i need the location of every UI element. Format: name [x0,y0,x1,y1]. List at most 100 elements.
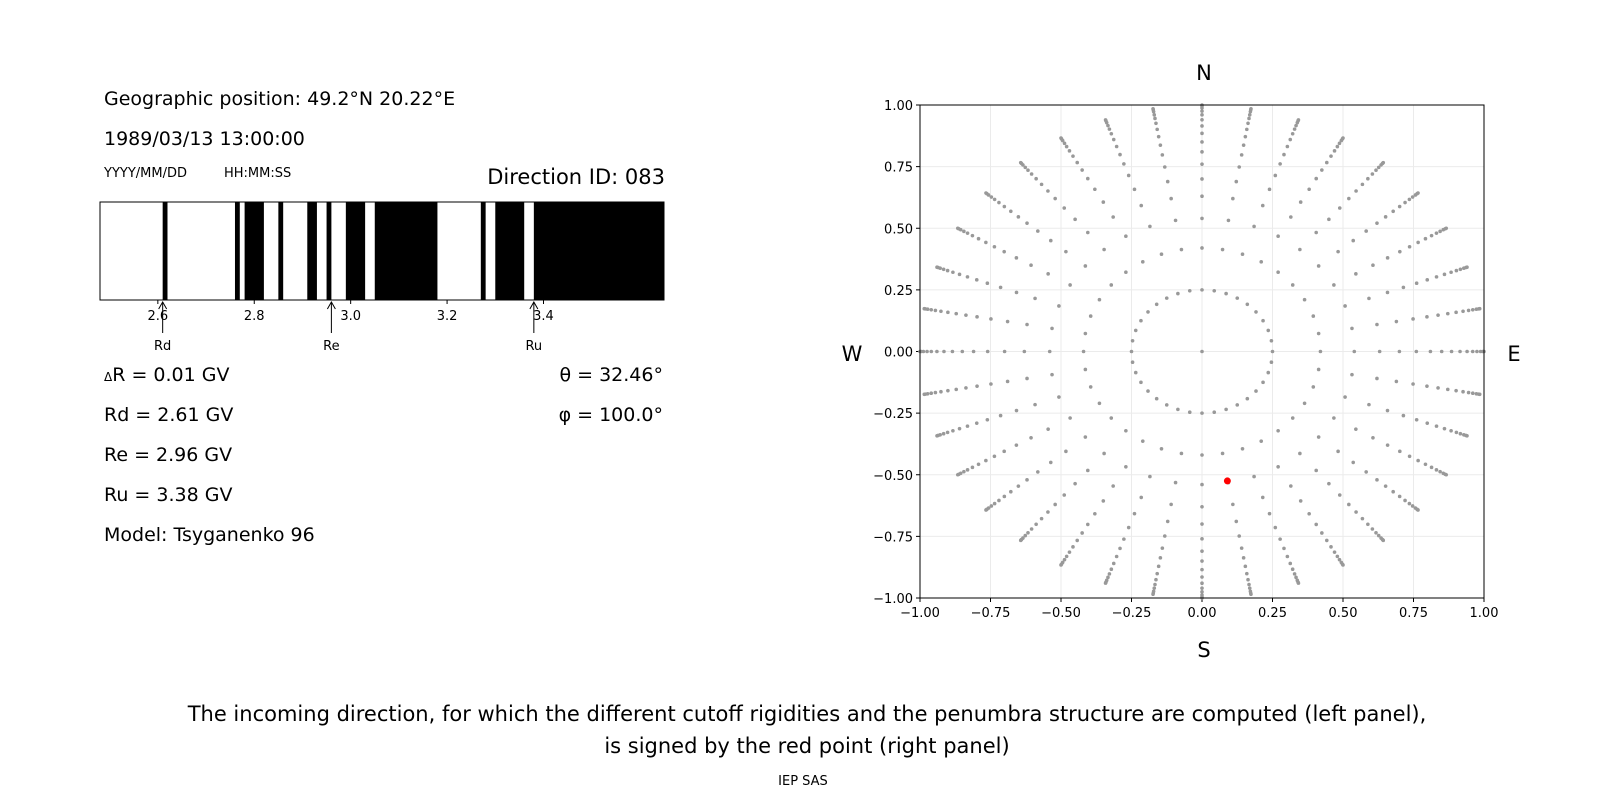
ru-value: Ru = 3.38 GV [104,484,232,506]
grid-point [1247,586,1252,590]
grid-point [1057,304,1061,308]
bar-frame [99,201,665,301]
grid-point [1434,231,1439,235]
grid-point [1241,143,1246,147]
grid-point [1122,537,1126,541]
grid-point [1394,319,1399,324]
grid-point [1080,531,1084,535]
grid-point [1332,416,1336,420]
marker-arrow-head [326,300,336,310]
grid-point [1200,216,1204,221]
grid-point [984,508,988,512]
grid-point [1068,283,1072,287]
grid-point [1307,187,1311,192]
grid-point [1022,349,1027,354]
direction-id: Direction ID: 083 [487,165,665,189]
grid-point [1416,191,1420,195]
time-format-label: HH:MM:SS [224,166,291,181]
grid-point [1354,427,1358,431]
penumbra-band [533,202,664,300]
grid-point [1337,206,1342,210]
grid-point [1220,247,1225,252]
grid-point [1176,407,1180,412]
grid-point [1377,349,1382,354]
marker-label-rd: Rd [154,339,171,354]
grid-point [1423,236,1428,241]
grid-point [1350,326,1354,331]
grid-point [1434,275,1439,279]
grid-point [1029,172,1034,176]
grid-point [1302,297,1307,302]
grid-point [922,392,927,397]
grid-point [989,504,994,508]
grid-point [1267,511,1272,516]
grid-point [1111,137,1116,142]
grid-point [1314,522,1319,527]
grid-point [1023,165,1028,170]
grid-point [971,349,976,354]
grid-point [1067,550,1072,554]
grid-point [1002,249,1006,254]
grid-point [1200,113,1204,117]
grid-point [1444,472,1449,477]
grid-point [1247,113,1252,117]
grid-point [939,389,943,394]
grid-point [1352,349,1357,354]
compass-east: E [1507,342,1520,366]
grid-point [1187,289,1192,293]
grid-point [1290,131,1295,136]
grid-point [1259,439,1264,443]
model-name: Model: Tsyganenko 96 [104,524,315,546]
penumbra-band [374,202,438,300]
grid-point [1416,508,1420,512]
grid-point [1381,538,1386,543]
grid-point [1416,458,1420,463]
grid-point [1200,124,1204,128]
grid-point [935,349,939,354]
grid-point [1296,581,1301,585]
grid-point [1276,464,1280,469]
grid-point [1254,310,1258,314]
x-tick-label: 0.00 [1188,606,1217,621]
grid-point [1033,402,1037,407]
grid-point [1290,416,1295,420]
grid-point [1083,367,1088,372]
datetime: 1989/03/13 13:00:00 [104,128,305,150]
grid-point [1169,196,1173,201]
grid-point [1429,465,1434,470]
grid-point [1234,179,1239,184]
grid-point [1454,430,1459,435]
compass-south: S [1197,638,1210,662]
grid-point [1254,389,1258,393]
x-tick-label: −0.25 [1112,606,1152,621]
grid-point [989,195,994,199]
grid-point [1102,247,1106,252]
grid-point [1439,349,1444,354]
grid-point [989,382,993,386]
grid-point [1354,272,1358,276]
grid-point [1324,538,1329,543]
grid-point [1029,527,1034,531]
grid-point [1062,557,1067,562]
grid-point [1247,116,1251,121]
grid-point [1039,516,1044,521]
grid-point [1425,421,1430,425]
grid-point [1237,165,1242,169]
grid-point [1466,308,1471,313]
grid-point [1243,134,1248,139]
grid-point [1374,168,1378,173]
grid-point [1036,470,1040,474]
grid-point [1173,218,1178,223]
grid-point [954,387,959,392]
grid-point [1327,481,1331,486]
grid-point [1245,302,1250,307]
phi-value: φ = 100.0° [559,404,663,426]
grid-point [1002,204,1007,209]
grid-point [1407,244,1412,249]
grid-point [1475,349,1479,354]
x-tick-label: 2.8 [244,309,265,324]
grid-point [1261,380,1265,385]
grid-point [1354,510,1358,514]
grid-point [1282,546,1286,551]
grid-point [1288,137,1293,142]
